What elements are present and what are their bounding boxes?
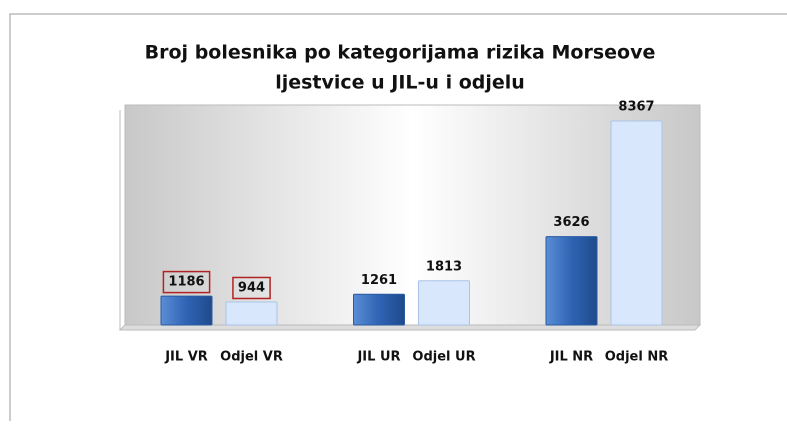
bar (418, 280, 470, 326)
value-label: 3626 (553, 215, 589, 230)
chart-title: ljestvice u JIL-u i odjelu (275, 72, 525, 94)
value-label: 1261 (361, 273, 397, 288)
bar (353, 293, 405, 326)
value-label: 944 (238, 280, 265, 295)
x-tick-label: Odjel UR (412, 350, 475, 365)
x-tick-label: Odjel NR (605, 350, 669, 365)
frame (9, 13, 787, 421)
bar (160, 295, 213, 326)
plot-floor (118, 324, 702, 331)
x-tick-label: JIL VR (164, 350, 208, 365)
bar (545, 236, 598, 326)
value-label: 8367 (618, 100, 654, 115)
x-tick-label: Odjel VR (220, 350, 283, 365)
value-label: 1813 (426, 259, 462, 274)
value-highlight (162, 270, 211, 294)
value-label: 1186 (168, 275, 204, 290)
x-tick-label: JIL NR (549, 350, 593, 365)
value-highlight (232, 276, 271, 300)
chart-title: Broj bolesnika po kategorijama rizika Mo… (145, 42, 656, 64)
bar (610, 120, 663, 326)
x-tick-label: JIL UR (356, 350, 400, 365)
bar (225, 301, 278, 326)
